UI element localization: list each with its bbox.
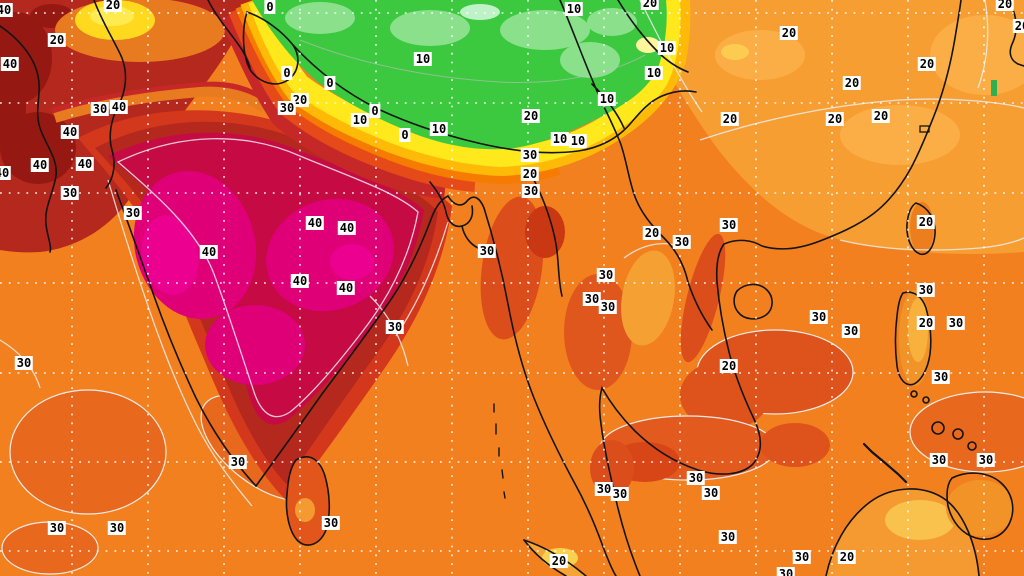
- contour-label: 30: [594, 482, 614, 496]
- contour-label: 10: [568, 134, 588, 148]
- contour-label: 30: [916, 283, 936, 297]
- contour-label: 10: [413, 52, 433, 66]
- contour-label: 40: [336, 281, 356, 295]
- contour-label: 30: [14, 356, 34, 370]
- contour-label: 30: [701, 486, 721, 500]
- contour-label: 30: [931, 370, 951, 384]
- contour-label: 0: [399, 128, 411, 142]
- contour-label: 10: [564, 2, 584, 16]
- contour-label: 40: [109, 100, 129, 114]
- contour-label: 10: [350, 113, 370, 127]
- contour-label: 40: [0, 57, 20, 71]
- contour-label: 20: [916, 215, 936, 229]
- contour-label: 30: [792, 550, 812, 564]
- contour-label: 40: [305, 216, 325, 230]
- contour-label: 40: [290, 274, 310, 288]
- contour-label: 30: [123, 206, 143, 220]
- contour-label: 20: [995, 0, 1015, 11]
- contour-label: 20: [871, 109, 891, 123]
- region-indochina: [480, 196, 1024, 496]
- contour-label: 30: [47, 521, 67, 535]
- contour-label: 30: [477, 244, 497, 258]
- contour-label: 40: [0, 166, 12, 180]
- contour-label: 20: [520, 167, 540, 181]
- contour-label: 40: [199, 245, 219, 259]
- contour-label: 30: [976, 453, 996, 467]
- contour-label: 30: [582, 292, 602, 306]
- contour-label: 10: [657, 41, 677, 55]
- contour-label: 40: [337, 221, 357, 235]
- region-islands: [286, 202, 1014, 576]
- contour-label: 30: [929, 453, 949, 467]
- contour-label: 30: [686, 471, 706, 485]
- contour-label: 20: [719, 359, 739, 373]
- contour-label: 20: [825, 112, 845, 126]
- contour-label: 0: [264, 0, 276, 14]
- contour-label: 30: [719, 218, 739, 232]
- contour-label: 20: [1012, 19, 1024, 33]
- contour-label: 30: [776, 567, 796, 576]
- contour-label: 20: [549, 554, 569, 568]
- contour-label: 0: [281, 66, 293, 80]
- contour-label: 30: [672, 235, 692, 249]
- contour-label: 30: [385, 320, 405, 334]
- contour-label: 10: [644, 66, 664, 80]
- contour-label: 30: [598, 300, 618, 314]
- contour-label: 30: [809, 310, 829, 324]
- contour-label: 40: [75, 157, 95, 171]
- contour-label: 30: [277, 101, 297, 115]
- contour-label: 30: [228, 455, 248, 469]
- contour-lines: [0, 0, 1024, 507]
- contour-label: 30: [610, 487, 630, 501]
- contour-label: 30: [596, 268, 616, 282]
- contour-label: 30: [521, 184, 541, 198]
- contour-label: 20: [837, 550, 857, 564]
- contour-label: 30: [841, 324, 861, 338]
- contour-label: 40: [30, 158, 50, 172]
- contour-label: 20: [779, 26, 799, 40]
- contour-label: 40: [0, 3, 14, 17]
- contour-label: 30: [946, 316, 966, 330]
- contour-label: 40: [60, 125, 80, 139]
- contour-label: 20: [916, 316, 936, 330]
- contour-label: 10: [550, 132, 570, 146]
- contour-label: 20: [842, 76, 862, 90]
- contour-label: 20: [917, 57, 937, 71]
- contour-label: 30: [60, 186, 80, 200]
- contour-label: 10: [597, 92, 617, 106]
- contour-label: 30: [321, 516, 341, 530]
- contour-label: 20: [720, 112, 740, 126]
- region-india-hot-core: [78, 110, 452, 502]
- contour-label: 30: [107, 521, 127, 535]
- contour-label: 20: [640, 0, 660, 10]
- contour-label: 20: [47, 33, 67, 47]
- contour-label: 30: [90, 102, 110, 116]
- contour-label: 30: [520, 148, 540, 162]
- contour-label: 0: [369, 104, 381, 118]
- contour-label: 20: [521, 109, 541, 123]
- contour-label: 0: [324, 76, 336, 90]
- contour-label: 10: [429, 122, 449, 136]
- contour-label: 20: [103, 0, 123, 12]
- contour-label: 30: [718, 530, 738, 544]
- contour-label: 20: [642, 226, 662, 240]
